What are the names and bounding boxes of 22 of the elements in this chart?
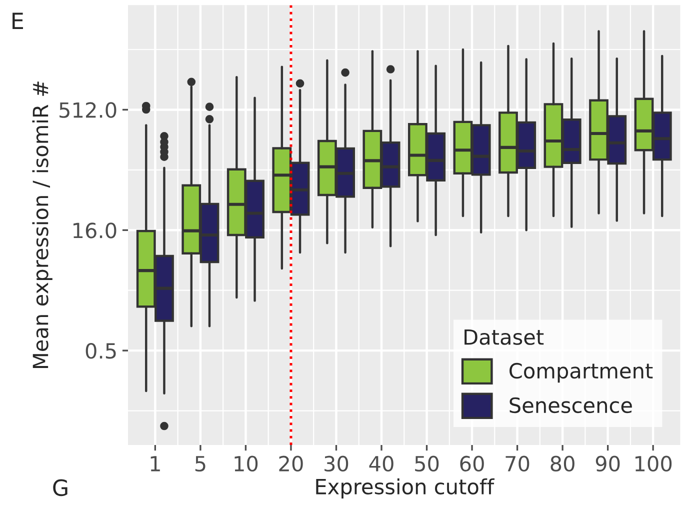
text: G bbox=[53, 479, 68, 496]
y-tick-label: 0.5 bbox=[86, 343, 116, 359]
x-tick-label: 80 bbox=[550, 456, 574, 472]
x-tick-label: 40 bbox=[369, 456, 394, 472]
x-tick-label: 1 bbox=[150, 456, 160, 472]
x-axis-title: Expression cutoff bbox=[316, 478, 494, 499]
legend-label: Senescence bbox=[510, 397, 632, 414]
x-tick-label: 30 bbox=[324, 456, 348, 472]
y-tick-label: 16.0 bbox=[74, 222, 116, 238]
x-tick-label: 100 bbox=[635, 456, 672, 472]
legend-title: Dataset bbox=[464, 329, 544, 345]
legend-label: Compartment bbox=[510, 362, 653, 383]
x-tick-label: 10 bbox=[234, 456, 258, 472]
x-tick-label: 20 bbox=[279, 456, 303, 472]
x-tick-label: 60 bbox=[460, 456, 484, 472]
x-tick-label: 90 bbox=[596, 456, 620, 472]
x-tick-label: 5 bbox=[195, 456, 206, 472]
y-tick-label: 512.0 bbox=[60, 102, 116, 118]
x-tick-label: 70 bbox=[506, 456, 530, 472]
x-tick-label: 50 bbox=[415, 456, 439, 472]
y-axis-title: Mean expression / isomiR # bbox=[32, 82, 52, 368]
text: E bbox=[12, 12, 23, 29]
